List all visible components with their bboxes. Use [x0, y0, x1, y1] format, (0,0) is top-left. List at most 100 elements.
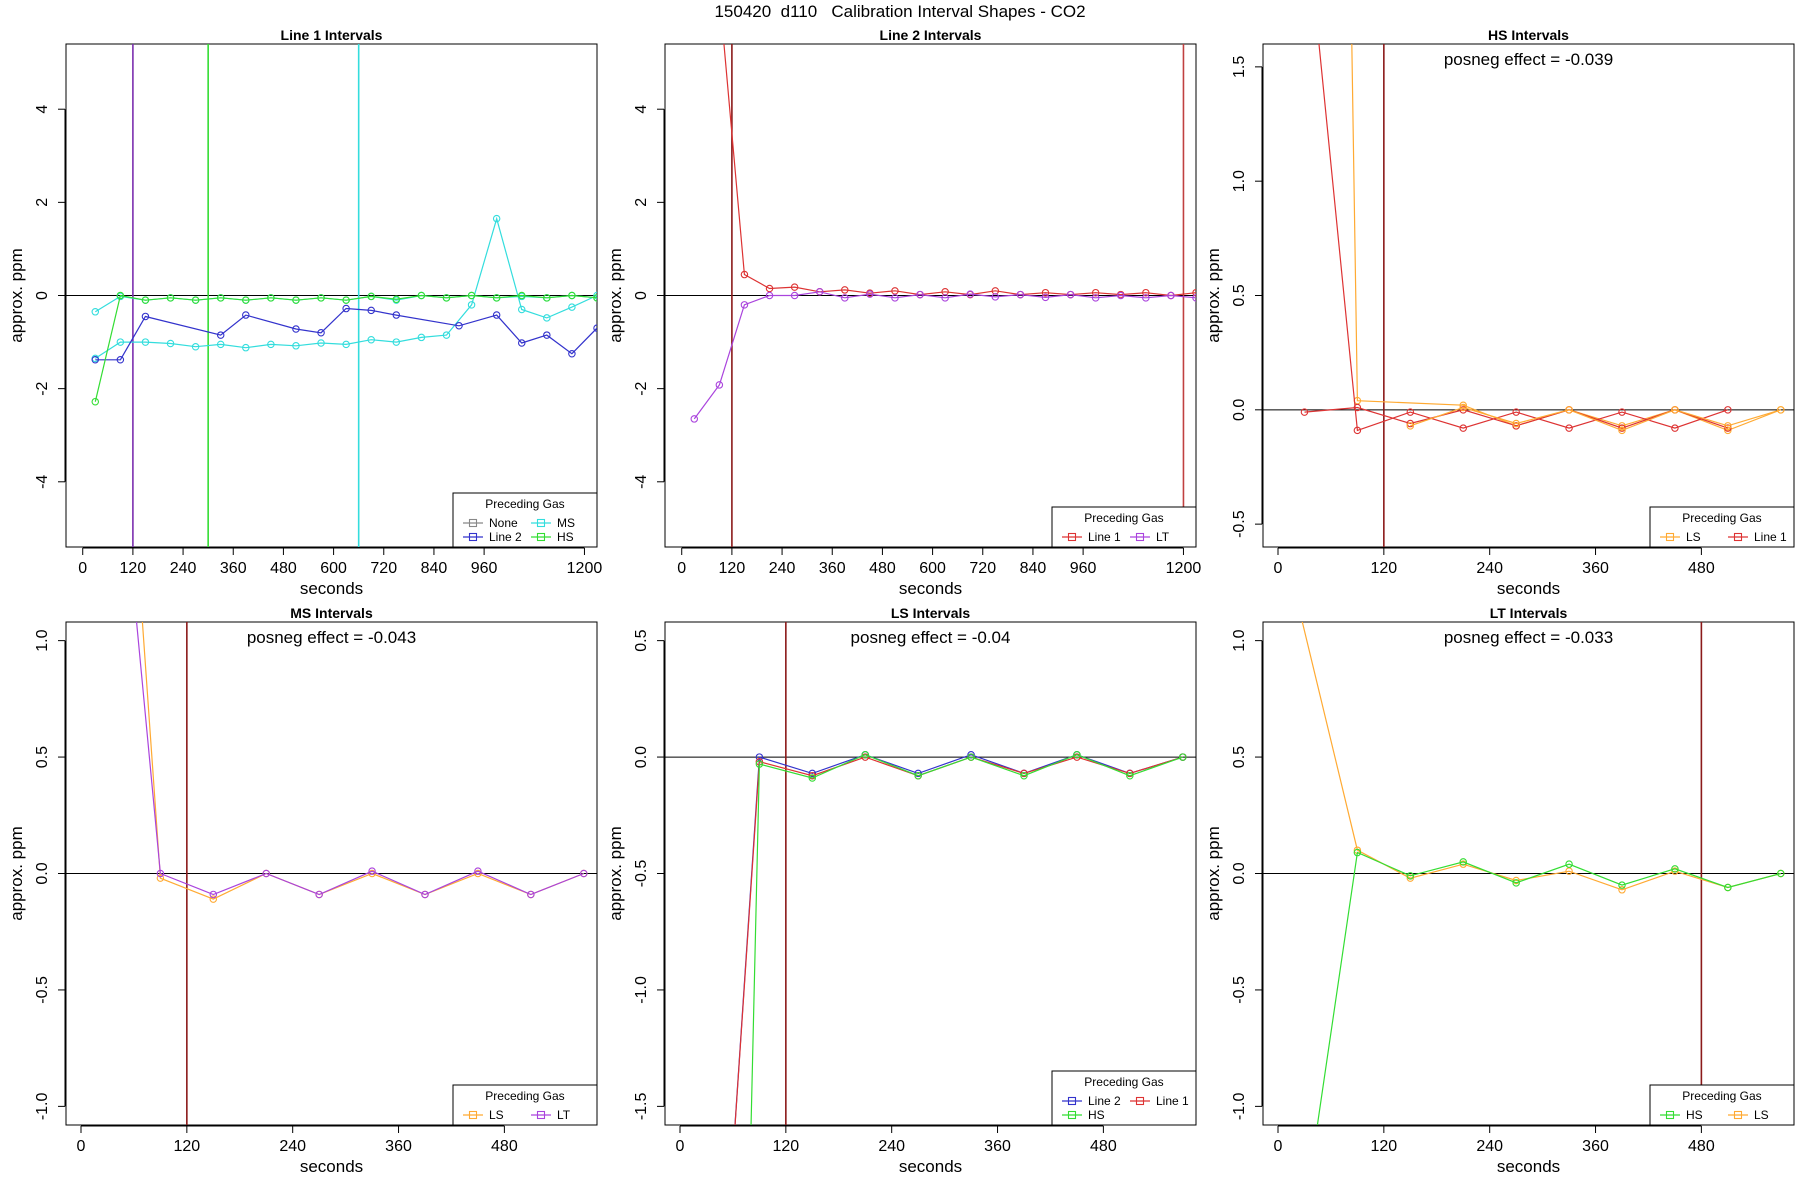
y-tick-label: -2 — [633, 381, 650, 395]
x-axis-label: seconds — [300, 579, 363, 598]
legend-swatch-marker — [1665, 532, 1675, 542]
chart-panel-5: LS Intervals 0 120 240 360 480 seconds -1.5 -1.0… — [606, 605, 1197, 1176]
data-point — [593, 294, 597, 302]
x-tick-label: 120 — [173, 1138, 200, 1155]
legend-swatch-marker — [1067, 1110, 1077, 1120]
data-point — [568, 291, 576, 300]
data-point — [1041, 293, 1050, 302]
data-point — [1126, 771, 1134, 780]
legend-item: LS — [1728, 1108, 1769, 1122]
data-point — [1406, 419, 1415, 428]
data-point — [292, 342, 300, 350]
y-tick-label: 2 — [34, 198, 51, 207]
data-point — [1512, 876, 1520, 885]
posneg-annotation: posneg effect = -0.043 — [247, 628, 416, 647]
y-tick-label: -1.0 — [633, 976, 650, 1004]
y-axis: -4 -2 0 2 4 approx. ppm — [606, 105, 665, 489]
x-tick-label: 480 — [869, 560, 896, 577]
data-point — [914, 769, 922, 778]
series-hs — [91, 291, 597, 406]
y-tick-label: 0.0 — [633, 746, 650, 768]
data-point — [317, 294, 325, 302]
data-point — [91, 397, 100, 406]
data-point — [242, 343, 250, 352]
y-tick-label: -1.5 — [633, 1092, 650, 1120]
data-point — [740, 301, 749, 309]
data-point — [914, 771, 922, 780]
data-point — [242, 296, 250, 304]
y-axis-label: approx. ppm — [1204, 826, 1223, 921]
data-point — [543, 294, 551, 302]
legend-title: Preceding Gas — [1682, 511, 1761, 525]
data-point — [1073, 750, 1081, 759]
data-point — [131, 498, 137, 504]
posneg-annotation: posneg effect = -0.04 — [851, 628, 1011, 647]
y-tick-label: 0 — [34, 291, 51, 300]
data-point — [1724, 406, 1732, 414]
data-point — [156, 869, 165, 878]
data-point — [1565, 860, 1573, 868]
x-tick-label: 1200 — [1166, 560, 1202, 577]
data-point — [1406, 874, 1415, 882]
data-point — [156, 874, 165, 882]
series-ls — [1406, 403, 1785, 435]
data-point — [1459, 860, 1467, 868]
y-tick-label: -1.0 — [34, 1092, 51, 1120]
x-tick-label: 360 — [385, 1138, 412, 1155]
data-point — [421, 890, 429, 899]
data-point — [966, 290, 974, 298]
data-point — [808, 771, 817, 780]
data-point — [216, 340, 225, 349]
data-point — [841, 286, 849, 294]
x-tick-label: 0 — [77, 1138, 86, 1155]
x-tick-label: 480 — [491, 1138, 518, 1155]
data-point — [1353, 848, 1362, 857]
data-point — [1167, 291, 1175, 300]
legend: Preceding Gas HS LS — [1649, 1084, 1795, 1126]
x-axis: 0 120 240 360 480 600 720 840 960 1200 seconds — [78, 547, 603, 598]
data-point — [1179, 753, 1187, 761]
data-point — [216, 294, 225, 302]
data-point — [1292, 591, 1298, 597]
data-point — [1618, 408, 1626, 416]
legend-label: LT — [1156, 530, 1170, 544]
legend-item: Line 1 — [1728, 530, 1787, 544]
data-point — [141, 296, 150, 304]
data-point — [417, 333, 426, 342]
chart-title: MS Intervals — [290, 605, 373, 621]
legend-swatch-marker — [1067, 532, 1077, 542]
x-tick-label: 0 — [78, 560, 87, 577]
y-tick-label: -4 — [633, 475, 650, 489]
legend-swatch-marker — [536, 518, 546, 528]
y-tick-label: 2 — [633, 198, 650, 207]
y-tick-label: 0.0 — [34, 862, 51, 884]
x-tick-label: 600 — [320, 560, 347, 577]
data-point — [517, 291, 526, 300]
data-point — [492, 311, 501, 319]
data-point — [1512, 879, 1520, 887]
legend-item: HS — [1062, 1108, 1105, 1122]
x-tick-label: 240 — [279, 1138, 306, 1155]
data-point — [765, 291, 774, 300]
data-point — [755, 760, 764, 768]
x-tick-label: 240 — [1476, 560, 1503, 577]
y-axis: -4 -2 0 2 4 approx. ppm — [7, 105, 66, 489]
data-point — [690, 415, 699, 423]
data-point — [91, 308, 100, 316]
legend-item: Line 1 — [1062, 530, 1121, 544]
legend: Preceding Gas LS Line 1 — [1649, 506, 1795, 548]
legend-item: LT — [1130, 530, 1170, 544]
x-tick-label: 480 — [1688, 1138, 1715, 1155]
data-point — [1091, 294, 1100, 302]
x-axis-label: seconds — [899, 579, 962, 598]
x-tick-label: 0 — [1274, 560, 1283, 577]
data-point — [861, 750, 869, 759]
legend-item: Line 2 — [1062, 1094, 1121, 1108]
x-tick-label: 1200 — [567, 560, 603, 577]
plot-frame — [664, 621, 1197, 1126]
x-tick-label: 480 — [270, 560, 297, 577]
legend-label: Line 1 — [1156, 1094, 1189, 1108]
posneg-annotation: posneg effect = -0.033 — [1444, 628, 1613, 647]
data-point — [568, 303, 576, 311]
